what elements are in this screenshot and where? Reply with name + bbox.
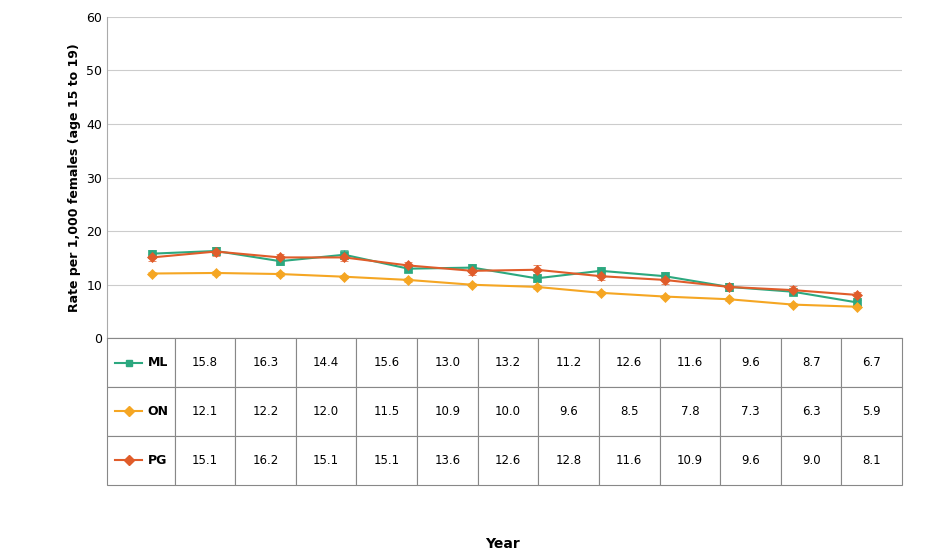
Text: 12.1: 12.1 (192, 405, 218, 418)
Text: 12.0: 12.0 (313, 405, 339, 418)
Text: 12.6: 12.6 (495, 454, 521, 467)
Text: 11.2: 11.2 (555, 356, 582, 369)
Text: 15.8: 15.8 (192, 356, 218, 369)
Text: 15.1: 15.1 (313, 454, 339, 467)
Text: 9.6: 9.6 (741, 454, 760, 467)
Text: 8.1: 8.1 (862, 454, 881, 467)
Bar (720, 338, 781, 387)
Bar (235, 387, 296, 436)
Bar (659, 338, 720, 387)
Bar (417, 387, 478, 436)
Text: PG: PG (148, 454, 166, 467)
Bar (417, 338, 478, 387)
Text: 15.1: 15.1 (192, 454, 218, 467)
Text: 12.8: 12.8 (555, 454, 581, 467)
Bar (107, 387, 175, 436)
Bar (538, 387, 599, 436)
Text: 11.5: 11.5 (374, 405, 400, 418)
Text: Year: Year (485, 538, 520, 551)
Bar (478, 387, 538, 436)
Bar (175, 387, 235, 436)
Bar (842, 338, 902, 387)
Bar (599, 436, 659, 485)
Text: 13.0: 13.0 (434, 356, 460, 369)
Bar (356, 436, 417, 485)
Bar (659, 387, 720, 436)
Text: 11.6: 11.6 (617, 454, 643, 467)
Text: 12.6: 12.6 (617, 356, 643, 369)
Bar (235, 436, 296, 485)
Text: ON: ON (148, 405, 168, 418)
Bar (296, 387, 356, 436)
Bar (842, 387, 902, 436)
Text: 8.5: 8.5 (620, 405, 639, 418)
Bar (235, 338, 296, 387)
Bar (296, 436, 356, 485)
Bar (478, 436, 538, 485)
Text: 10.0: 10.0 (495, 405, 521, 418)
Text: 10.9: 10.9 (434, 405, 460, 418)
Text: 10.9: 10.9 (677, 454, 703, 467)
Bar (599, 338, 659, 387)
Text: 7.8: 7.8 (681, 405, 699, 418)
Bar (175, 436, 235, 485)
Bar (417, 436, 478, 485)
Text: 5.9: 5.9 (862, 405, 881, 418)
Text: 6.3: 6.3 (802, 405, 820, 418)
Text: 7.3: 7.3 (741, 405, 760, 418)
Text: 9.0: 9.0 (802, 454, 820, 467)
Bar (781, 338, 842, 387)
Bar (781, 387, 842, 436)
Bar (781, 436, 842, 485)
Bar (659, 436, 720, 485)
Text: 13.6: 13.6 (434, 454, 460, 467)
Text: 16.3: 16.3 (252, 356, 279, 369)
Text: 15.1: 15.1 (374, 454, 400, 467)
Bar (720, 436, 781, 485)
Bar (720, 387, 781, 436)
Y-axis label: Rate per 1,000 females (age 15 to 19): Rate per 1,000 females (age 15 to 19) (68, 43, 81, 312)
Bar (842, 436, 902, 485)
Bar (107, 436, 175, 485)
Bar (538, 338, 599, 387)
Bar (538, 436, 599, 485)
Bar (107, 338, 175, 387)
Text: 9.6: 9.6 (559, 405, 578, 418)
Bar (296, 338, 356, 387)
Text: 8.7: 8.7 (802, 356, 820, 369)
Bar (175, 338, 235, 387)
Text: 9.6: 9.6 (741, 356, 760, 369)
Text: 14.4: 14.4 (313, 356, 339, 369)
Text: 13.2: 13.2 (495, 356, 521, 369)
Bar (599, 387, 659, 436)
Text: 11.6: 11.6 (677, 356, 703, 369)
Text: 6.7: 6.7 (862, 356, 881, 369)
Bar (356, 338, 417, 387)
Bar (478, 338, 538, 387)
Bar (356, 387, 417, 436)
Text: ML: ML (148, 356, 168, 369)
Text: 15.6: 15.6 (374, 356, 400, 369)
Text: 12.2: 12.2 (252, 405, 279, 418)
Text: 16.2: 16.2 (252, 454, 279, 467)
